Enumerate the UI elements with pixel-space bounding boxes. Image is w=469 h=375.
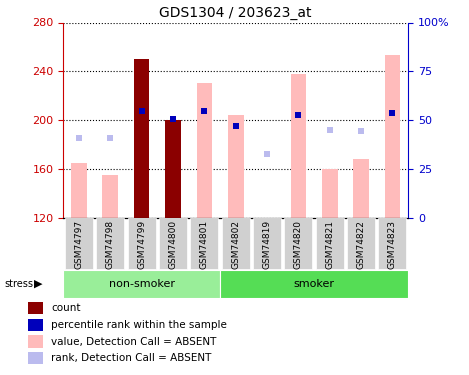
Text: GSM74821: GSM74821 [325,220,334,269]
Bar [96,218,124,270]
Bar [378,218,407,270]
Text: GSM74799: GSM74799 [137,220,146,269]
Text: GSM74797: GSM74797 [75,220,83,269]
Bar [220,270,408,298]
Bar [385,56,400,217]
Bar [228,115,243,218]
Bar [134,59,150,217]
Text: percentile rank within the sample: percentile rank within the sample [52,320,227,330]
Bar [71,163,87,218]
Text: non-smoker: non-smoker [109,279,174,289]
Text: value, Detection Call = ABSENT: value, Detection Call = ABSENT [52,336,217,346]
Bar [316,218,344,270]
Bar [347,218,375,270]
Bar [28,352,43,364]
Bar [165,120,181,218]
Title: GDS1304 / 203623_at: GDS1304 / 203623_at [159,6,312,20]
Text: count: count [52,303,81,313]
Text: GSM74820: GSM74820 [294,220,303,269]
Text: GSM74823: GSM74823 [388,220,397,269]
Text: GSM74802: GSM74802 [231,220,240,269]
Text: GSM74822: GSM74822 [356,220,365,269]
Text: ▶: ▶ [34,279,42,289]
Bar [353,159,369,218]
Text: rank, Detection Call = ABSENT: rank, Detection Call = ABSENT [52,353,212,363]
Text: GSM74801: GSM74801 [200,220,209,269]
Bar [253,218,281,270]
Bar [221,218,250,270]
Bar [197,84,212,218]
Text: GSM74798: GSM74798 [106,220,115,269]
Bar [28,319,43,331]
Bar [322,169,338,217]
Bar [190,218,219,270]
Text: smoker: smoker [294,279,334,289]
Bar [28,336,43,348]
Text: stress: stress [5,279,34,289]
Text: GSM74800: GSM74800 [168,220,177,269]
Bar [128,218,156,270]
Text: GSM74819: GSM74819 [263,220,272,269]
Bar [63,270,220,298]
Bar [284,218,312,270]
Bar [103,175,118,217]
Bar [165,120,181,218]
Bar [28,302,43,314]
Bar [134,59,150,217]
Bar [290,74,306,217]
Bar [65,218,93,270]
Bar [159,218,187,270]
